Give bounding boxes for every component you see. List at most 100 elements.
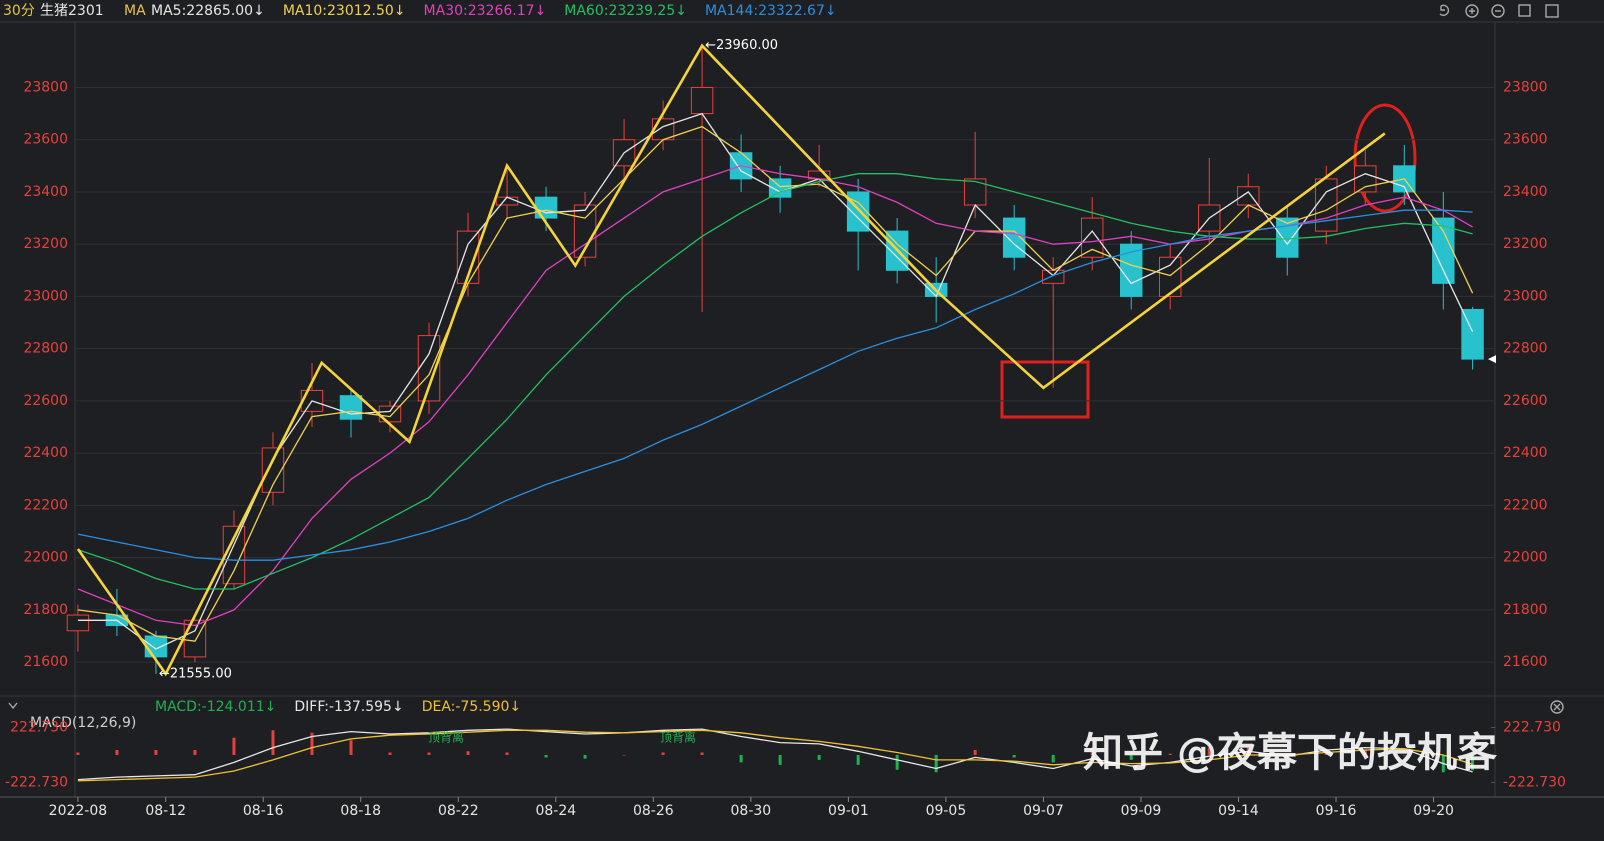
y-tick-label-right: 22600	[1503, 393, 1548, 409]
x-tick-label: 08-22	[438, 803, 479, 819]
candle-body	[1354, 165, 1377, 193]
candle-body	[1432, 217, 1455, 284]
y-tick-label: 22800	[23, 341, 68, 357]
macd-bar	[505, 752, 509, 755]
period: 30分	[3, 3, 35, 19]
macd-dropdown-icon[interactable]	[8, 702, 18, 710]
legend-entry: MA144:23322.67↓	[705, 3, 837, 19]
candle-body	[690, 86, 714, 115]
y-tick-label-right: 21600	[1503, 654, 1548, 670]
y-tick-label: 23200	[23, 236, 68, 252]
layout-icon[interactable]	[1518, 4, 1531, 17]
candle-body	[1080, 217, 1104, 258]
macd-bar	[778, 754, 782, 765]
macd-line	[77, 728, 1473, 781]
x-tick-label: 08-30	[731, 803, 772, 819]
min-label: ←21555.00	[159, 666, 232, 681]
x-tick-label: 09-14	[1218, 803, 1259, 819]
macd-bar	[466, 751, 470, 755]
symbol: 生猪2301	[40, 3, 104, 19]
zoom-in-plus	[1469, 8, 1475, 14]
indicator-legend: DEA:-75.590↓	[422, 699, 521, 715]
candle-body	[1315, 178, 1338, 232]
y-tick-label-right: 22200	[1503, 497, 1548, 513]
y-tick-label: 22200	[23, 497, 68, 513]
y-tick-label: 21800	[23, 602, 68, 618]
y-tick-label-right: 23600	[1503, 132, 1548, 148]
y-tick-label-right: 22400	[1503, 445, 1548, 461]
x-tick-label: 09-05	[926, 803, 967, 819]
macd-bar	[1207, 747, 1211, 755]
macd-bar	[895, 754, 899, 770]
macd-bar	[622, 754, 626, 756]
y-tick-label-right: 23200	[1503, 236, 1548, 252]
macd-bar	[1471, 754, 1475, 771]
x-tick-label: 2022-08	[49, 803, 108, 819]
macd-bar	[856, 754, 860, 765]
macd-bar	[427, 752, 431, 755]
y-tick-label-right: 21800	[1503, 602, 1548, 618]
macd-bar	[1090, 747, 1094, 755]
macd-bar	[1168, 753, 1172, 755]
candle-body	[66, 614, 90, 632]
macd-bar	[700, 752, 704, 755]
y-tick-label-right: 22800	[1503, 341, 1548, 357]
candle-body	[1159, 256, 1182, 297]
y-tick-label: 22000	[23, 550, 68, 566]
legend-entry: MA5:22865.00↓	[151, 3, 265, 19]
close-panel-x	[1553, 703, 1561, 711]
candle-body	[495, 196, 519, 206]
macd-bar	[973, 750, 977, 755]
macd-bar	[739, 754, 743, 763]
macd-bar	[1402, 754, 1406, 756]
macd-bar	[817, 754, 821, 760]
y-tick-label-right: 22000	[1503, 550, 1548, 566]
divergence-label: 顶背离	[428, 730, 464, 745]
candle-body	[222, 525, 246, 585]
y-tick-label: -222.730	[5, 774, 68, 790]
toolbar[interactable]	[1439, 4, 1564, 714]
window-icon[interactable]	[1545, 4, 1559, 18]
x-tick-label: 08-16	[243, 803, 284, 819]
x-tick-label: 08-24	[535, 803, 576, 819]
zigzag-line	[76, 43, 1386, 677]
macd-bar	[1051, 754, 1055, 763]
macd-bar	[1129, 754, 1133, 760]
undo-icon[interactable]	[1439, 4, 1450, 17]
y-tick-label: 23600	[23, 132, 68, 148]
macd-bar	[193, 750, 197, 755]
x-tick-label: 09-07	[1023, 803, 1064, 819]
macd-bar	[115, 750, 119, 755]
indicator: MA	[124, 3, 146, 19]
zoom-in-icon[interactable]	[1465, 4, 1479, 18]
y-tick-label: 22400	[23, 445, 68, 461]
macd-line	[77, 729, 1473, 782]
candle-body	[1041, 269, 1065, 284]
macd-settings[interactable]	[8, 702, 18, 710]
max-label: ←23960.00	[705, 38, 778, 53]
ma-line	[77, 209, 1473, 561]
x-tick-label: 08-12	[145, 803, 186, 819]
y-tick-label: 222.730	[10, 720, 68, 736]
candle-body	[963, 178, 987, 206]
candle-body	[417, 335, 441, 402]
indicator-legend: MACD:-124.011↓	[155, 699, 276, 715]
last-price-marker	[1488, 355, 1496, 364]
legend-entry: MA10:23012.50↓	[283, 3, 406, 19]
candle-body	[261, 447, 285, 493]
watermark: 知乎 @夜幕下的投机客	[1083, 730, 1497, 776]
ma-line	[77, 125, 1474, 642]
y-tick-label-right: 23800	[1503, 79, 1548, 95]
zoom-out-icon[interactable]	[1491, 4, 1505, 18]
macd-bar	[544, 754, 548, 758]
x-tick-label: 09-16	[1316, 803, 1357, 819]
macd-bar	[232, 737, 236, 755]
close-panel-icon[interactable]	[1550, 700, 1564, 714]
y-tick-label-right: 222.730	[1503, 720, 1561, 736]
x-tick-label: 08-26	[633, 803, 674, 819]
macd-bar	[661, 752, 665, 755]
y-tick-label: 23000	[23, 288, 68, 304]
macd-bar	[154, 750, 158, 755]
